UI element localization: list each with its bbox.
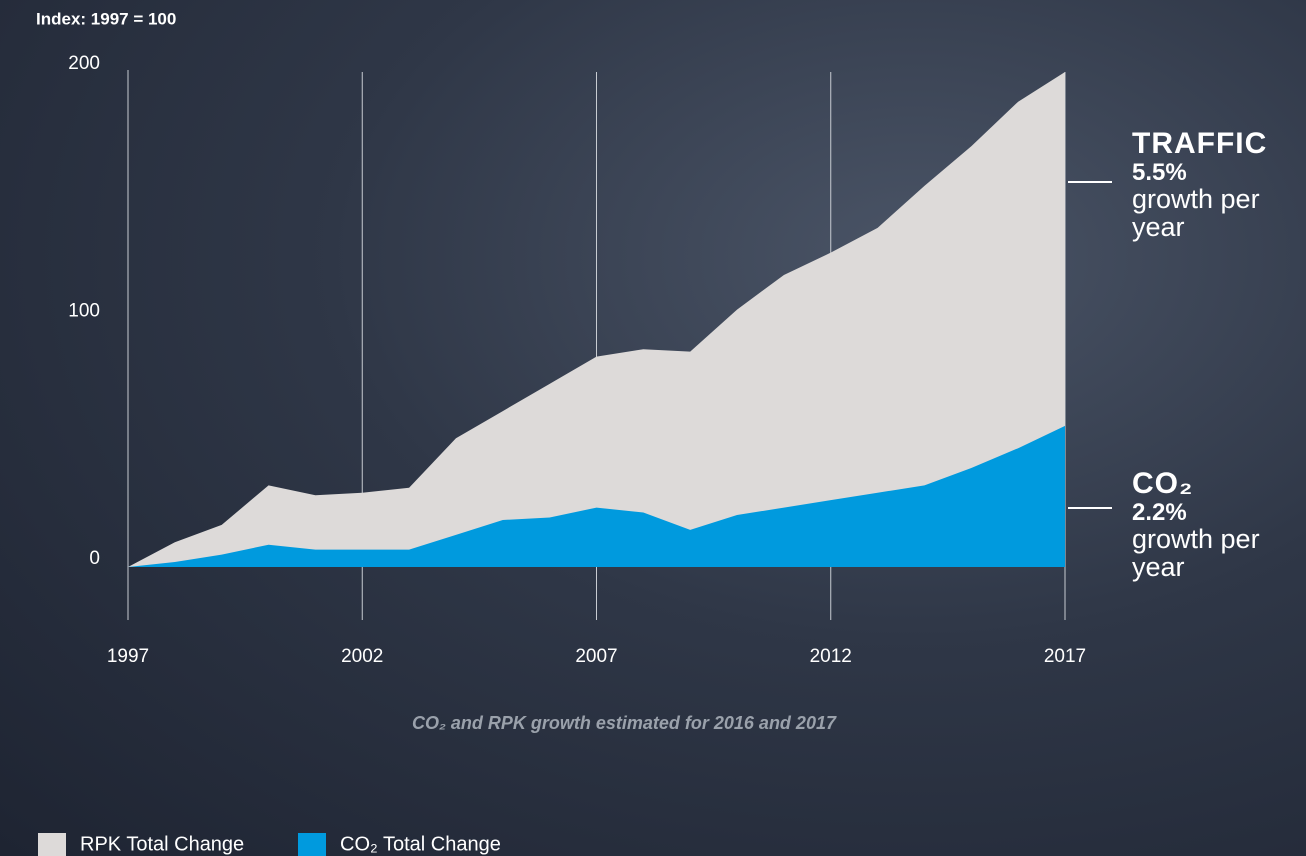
x-tick-label: 2017 xyxy=(1044,646,1086,667)
x-tick-label: 2002 xyxy=(341,646,383,667)
annotation: TRAFFIC 5.5% growth per year xyxy=(1132,128,1302,241)
x-tick-label: 2012 xyxy=(810,646,852,667)
annotation: CO₂ 2.2% growth per year xyxy=(1132,468,1302,581)
y-axis-label: Index: 1997 = 100 xyxy=(36,9,176,28)
y-tick-label: 200 xyxy=(68,53,100,74)
x-tick-label: 1997 xyxy=(107,646,149,667)
annotation-text: growth per year xyxy=(1132,183,1260,243)
footnote: CO₂ and RPK growth estimated for 2016 an… xyxy=(412,713,837,733)
area xyxy=(128,425,1065,567)
annotation-rate: 2.2% xyxy=(1132,498,1187,526)
legend-swatch xyxy=(298,833,326,856)
legend-label: RPK Total Change xyxy=(80,833,244,855)
legend-swatch xyxy=(38,833,66,856)
annotation-title: TRAFFIC xyxy=(1132,127,1268,160)
annotation-title: CO₂ xyxy=(1132,467,1194,500)
y-tick-label: 0 xyxy=(89,548,100,569)
y-tick-label: 100 xyxy=(68,301,100,322)
area xyxy=(128,72,1065,567)
annotation-rate: 5.5% xyxy=(1132,158,1187,186)
annotation-text: growth per year xyxy=(1132,523,1260,583)
x-tick-label: 2007 xyxy=(575,646,617,667)
legend-label: CO₂ Total Change xyxy=(340,833,501,855)
